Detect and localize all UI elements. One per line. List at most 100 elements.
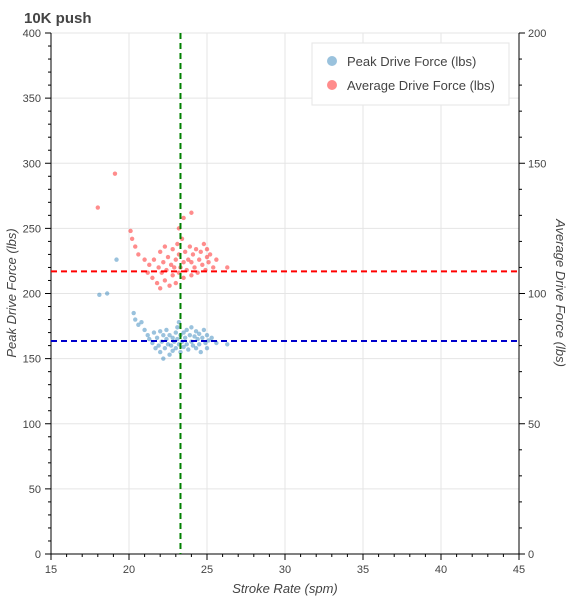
y-tick-label-6: 300 (23, 158, 41, 170)
data-point-s1-10 (151, 257, 157, 262)
reference-lines (51, 33, 519, 554)
y2-tick-label-2: 100 (528, 289, 546, 301)
data-point-s0-54 (198, 349, 203, 355)
data-point-s0-29 (173, 330, 178, 335)
data-point-s0-4 (136, 322, 141, 327)
data-point-s1-54 (211, 265, 216, 270)
data-point-s0-23 (167, 352, 172, 357)
data-point-s1-18 (162, 244, 168, 249)
data-point-s1-41 (190, 252, 196, 257)
x-tick-label-6: 45 (513, 564, 525, 576)
data-point-s0-61 (209, 335, 214, 340)
x-tick-label-1: 20 (123, 564, 135, 576)
legend: Peak Drive Force (lbs) Average Drive For… (311, 42, 510, 106)
data-point-s0-12 (154, 335, 160, 340)
data-point-s0-36 (178, 349, 183, 355)
data-point-s1-2 (128, 228, 133, 234)
data-point-s1-33 (181, 275, 186, 281)
data-point-s1-56 (225, 265, 230, 270)
data-point-s0-42 (184, 342, 189, 347)
data-point-s1-25 (172, 265, 177, 270)
data-point-s1-57 (189, 210, 194, 215)
data-points (95, 171, 230, 361)
y-tick-label-3: 150 (23, 354, 41, 366)
data-point-s0-63 (225, 342, 230, 347)
legend-marker-average (327, 80, 337, 90)
x-tick-label-0: 15 (45, 564, 57, 576)
data-point-s0-13 (156, 343, 161, 348)
data-point-s0-49 (193, 329, 199, 334)
x-axis-title: Stroke Rate (spm) (232, 581, 337, 596)
data-point-s0-18 (161, 356, 166, 361)
data-point-s1-40 (189, 260, 194, 265)
data-point-s0-17 (161, 332, 166, 338)
data-point-s1-3 (129, 236, 135, 241)
data-point-s1-28 (175, 241, 180, 247)
data-point-s0-38 (181, 330, 186, 335)
data-point-s0-8 (147, 336, 152, 342)
data-point-s1-51 (204, 247, 210, 252)
data-point-s0-6 (142, 327, 147, 333)
data-point-s0-55 (200, 335, 205, 340)
data-point-s1-43 (193, 247, 199, 252)
data-point-s1-27 (173, 280, 178, 286)
legend-box (311, 42, 510, 106)
data-point-s1-13 (158, 286, 163, 291)
chart-title: 10K push (24, 10, 92, 27)
data-point-s0-52 (197, 331, 202, 337)
data-point-s1-1 (112, 171, 118, 176)
data-point-s1-35 (182, 249, 188, 255)
data-point-s0-0 (97, 292, 102, 298)
data-point-s0-25 (168, 343, 174, 348)
data-point-s0-7 (145, 332, 150, 338)
data-point-s1-39 (189, 273, 194, 278)
data-point-s0-19 (162, 346, 168, 351)
data-point-s0-22 (165, 342, 171, 347)
data-point-s1-26 (173, 257, 178, 262)
data-point-s1-24 (170, 247, 175, 252)
data-point-s0-56 (201, 327, 207, 333)
y2-tick-label-1: 50 (528, 419, 540, 431)
data-point-s1-6 (142, 257, 147, 262)
data-point-s0-1 (104, 291, 110, 296)
data-point-s1-47 (200, 262, 205, 268)
data-point-s1-16 (161, 260, 166, 265)
data-point-s1-37 (186, 257, 191, 262)
data-point-s0-47 (190, 343, 196, 348)
data-point-s1-22 (168, 262, 174, 268)
data-point-s0-46 (189, 325, 194, 330)
y-tick-label-2: 100 (23, 419, 41, 431)
data-point-s0-48 (192, 334, 197, 339)
x-tick-label-5: 40 (435, 564, 447, 576)
data-point-s0-26 (170, 335, 175, 340)
data-point-s0-10 (151, 330, 157, 335)
data-point-s0-27 (170, 348, 175, 354)
legend-label-average: Average Drive Force (lbs) (347, 78, 495, 93)
y2-tick-label-3: 150 (528, 158, 546, 170)
data-point-s0-5 (139, 319, 144, 325)
data-point-s0-44 (187, 332, 193, 338)
data-point-s1-53 (207, 252, 213, 257)
data-point-s1-5 (136, 252, 141, 257)
data-point-s0-58 (204, 332, 210, 338)
data-point-s1-4 (133, 244, 138, 249)
data-point-s0-11 (153, 346, 158, 351)
data-point-s0-60 (206, 338, 211, 343)
y2-tick-label-0: 0 (528, 549, 534, 561)
data-point-s0-39 (181, 344, 186, 350)
y-tick-label-4: 200 (23, 289, 41, 301)
data-point-s0-21 (164, 327, 169, 333)
data-point-s1-46 (198, 249, 203, 255)
data-point-s0-24 (167, 332, 172, 338)
y2-axis-title: Average Drive Force (lbs) (553, 218, 568, 367)
data-point-s0-14 (158, 349, 163, 355)
data-point-s0-40 (182, 335, 188, 340)
data-point-s1-12 (156, 265, 161, 270)
data-point-s0-15 (158, 329, 163, 334)
legend-label-peak: Peak Drive Force (lbs) (347, 54, 476, 69)
data-point-s1-0 (95, 205, 101, 210)
data-point-s1-45 (197, 257, 202, 262)
data-point-s1-42 (192, 265, 197, 270)
data-point-s1-55 (214, 257, 219, 262)
